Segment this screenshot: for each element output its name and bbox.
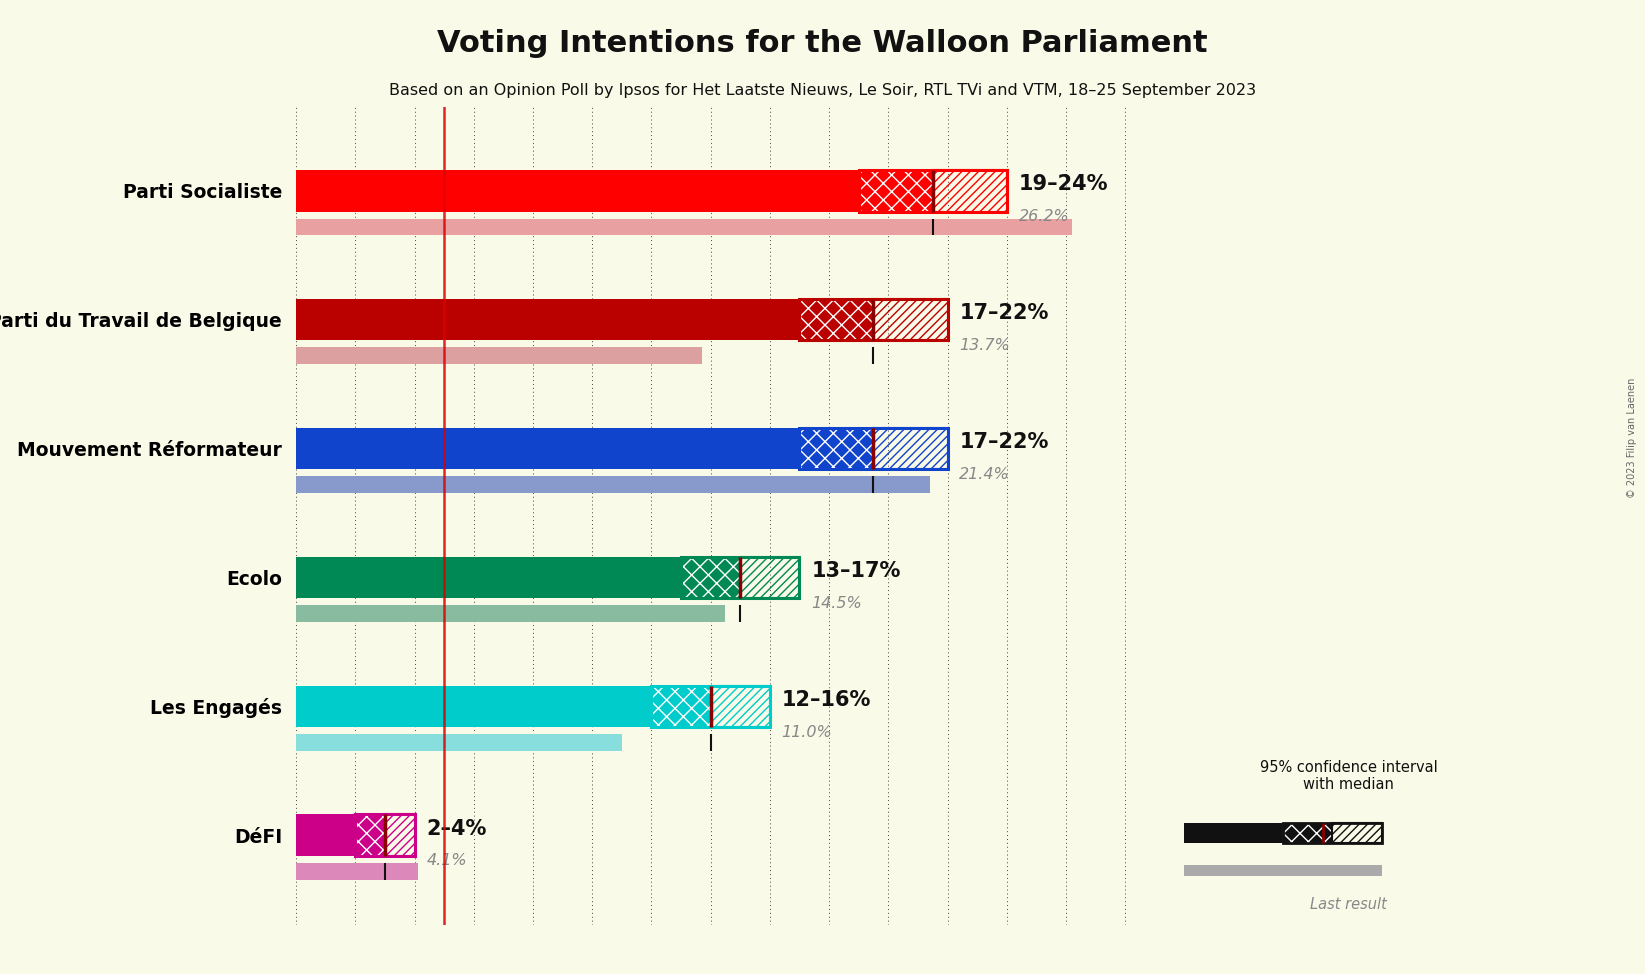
- Bar: [355, 814, 385, 856]
- Bar: [296, 686, 651, 727]
- Bar: [296, 476, 929, 493]
- Bar: [651, 686, 711, 727]
- Bar: [873, 299, 948, 340]
- Bar: [859, 170, 933, 211]
- Bar: [296, 170, 859, 211]
- Text: 13.7%: 13.7%: [959, 338, 1010, 353]
- Bar: [933, 170, 1007, 211]
- Bar: [1283, 822, 1332, 843]
- Bar: [296, 218, 1073, 236]
- Bar: [859, 170, 1007, 211]
- Text: Voting Intentions for the Walloon Parliament: Voting Intentions for the Walloon Parlia…: [438, 29, 1207, 58]
- Bar: [1283, 822, 1382, 843]
- Bar: [296, 863, 418, 880]
- Bar: [799, 428, 873, 469]
- Text: © 2023 Filip van Laenen: © 2023 Filip van Laenen: [1627, 378, 1637, 499]
- Bar: [799, 299, 948, 340]
- Text: 17–22%: 17–22%: [959, 432, 1050, 452]
- Bar: [740, 557, 799, 598]
- Bar: [1332, 822, 1382, 843]
- Bar: [799, 299, 873, 340]
- Bar: [799, 428, 948, 469]
- Bar: [651, 686, 770, 727]
- Bar: [296, 734, 622, 751]
- Bar: [296, 557, 681, 598]
- Text: 2–4%: 2–4%: [426, 819, 487, 839]
- Bar: [296, 428, 799, 469]
- Text: 4.1%: 4.1%: [426, 853, 467, 869]
- Bar: [873, 428, 948, 469]
- Text: Based on an Opinion Poll by Ipsos for Het Laatste Nieuws, Le Soir, RTL TVi and V: Based on an Opinion Poll by Ipsos for He…: [388, 83, 1257, 97]
- Text: 11.0%: 11.0%: [781, 725, 832, 739]
- Bar: [1184, 822, 1283, 843]
- Text: Last result: Last result: [1311, 897, 1387, 912]
- Bar: [681, 557, 740, 598]
- Text: 26.2%: 26.2%: [1018, 209, 1069, 224]
- Bar: [296, 605, 725, 621]
- Text: 19–24%: 19–24%: [1018, 174, 1109, 195]
- Bar: [385, 814, 415, 856]
- Bar: [296, 814, 355, 856]
- Text: 14.5%: 14.5%: [811, 596, 862, 611]
- Bar: [711, 686, 770, 727]
- Bar: [296, 348, 702, 364]
- Bar: [1184, 865, 1382, 877]
- Text: 21.4%: 21.4%: [959, 467, 1010, 482]
- Text: 17–22%: 17–22%: [959, 303, 1050, 323]
- Text: 13–17%: 13–17%: [811, 561, 901, 581]
- Bar: [681, 557, 799, 598]
- Text: 95% confidence interval
with median: 95% confidence interval with median: [1260, 760, 1438, 792]
- Text: 12–16%: 12–16%: [781, 690, 872, 710]
- Bar: [355, 814, 415, 856]
- Bar: [296, 299, 799, 340]
